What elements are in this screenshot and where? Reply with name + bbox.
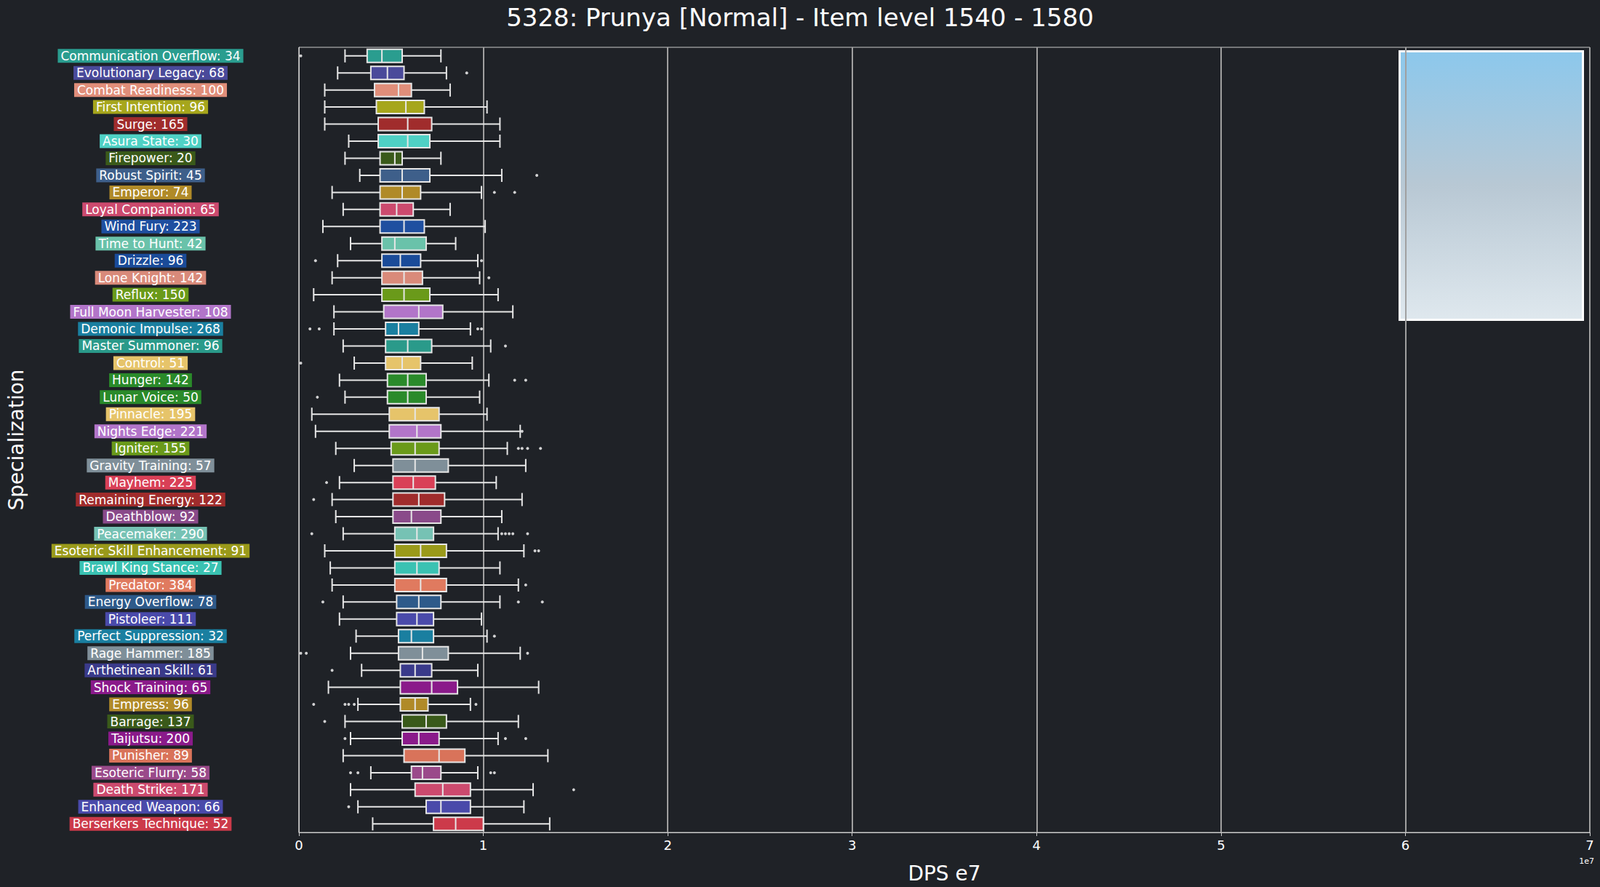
svg-text:Surge: 165: Surge: 165 (116, 117, 184, 132)
svg-text:5328: Prunya [Normal] - Item l: 5328: Prunya [Normal] - Item level 1540 … (506, 2, 1094, 32)
svg-text:Barrage: 137: Barrage: 137 (109, 714, 191, 729)
svg-text:Taijutsu: 200: Taijutsu: 200 (110, 730, 190, 746)
svg-text:Demonic Impulse: 268: Demonic Impulse: 268 (80, 321, 221, 336)
svg-text:Gravity Training: 57: Gravity Training: 57 (89, 458, 211, 473)
svg-text:Empress: 96: Empress: 96 (112, 696, 190, 712)
svg-text:4: 4 (1032, 837, 1041, 853)
svg-text:Enhanced Weapon: 66: Enhanced Weapon: 66 (81, 799, 221, 814)
svg-text:2: 2 (663, 837, 672, 853)
svg-text:Full Moon Harvester: 108: Full Moon Harvester: 108 (72, 304, 228, 320)
svg-text:Pistoleer: 111: Pistoleer: 111 (108, 611, 193, 627)
svg-text:Time to Hunt: 42: Time to Hunt: 42 (97, 236, 203, 251)
svg-text:Control: 51: Control: 51 (116, 355, 185, 371)
svg-text:3: 3 (848, 837, 856, 853)
svg-text:Arthetinean Skill: 61: Arthetinean Skill: 61 (87, 662, 214, 678)
svg-text:First Intention: 96: First Intention: 96 (96, 99, 206, 115)
svg-text:Pinnacle: 195: Pinnacle: 195 (109, 406, 193, 422)
svg-text:Evolutionary Legacy: 68: Evolutionary Legacy: 68 (76, 65, 225, 80)
svg-text:Peacemaker: 290: Peacemaker: 290 (96, 526, 204, 542)
svg-text:Firepower: 20: Firepower: 20 (108, 150, 192, 166)
svg-text:Predator: 384: Predator: 384 (108, 577, 193, 592)
svg-text:Lunar Voice: 50: Lunar Voice: 50 (102, 389, 199, 405)
svg-text:Remaining Energy: 122: Remaining Energy: 122 (78, 492, 223, 507)
svg-text:Rage Hammer: 185: Rage Hammer: 185 (90, 645, 211, 661)
svg-text:Asura State: 30: Asura State: 30 (102, 133, 199, 149)
svg-text:Loyal Companion: 65: Loyal Companion: 65 (85, 202, 216, 217)
svg-text:Punisher: 89: Punisher: 89 (112, 747, 190, 763)
svg-text:0: 0 (294, 837, 303, 853)
svg-text:6: 6 (1401, 837, 1410, 853)
svg-text:Nights Edge: 221: Nights Edge: 221 (97, 424, 204, 439)
svg-text:Robust Spirit: 45: Robust Spirit: 45 (98, 168, 202, 183)
svg-text:Wind Fury: 223: Wind Fury: 223 (104, 218, 197, 234)
svg-text:Perfect Suppression: 32: Perfect Suppression: 32 (77, 628, 224, 643)
svg-text:Berserkers Technique: 52: Berserkers Technique: 52 (72, 816, 230, 831)
svg-text:5: 5 (1216, 837, 1225, 853)
svg-text:Igniter: 155: Igniter: 155 (114, 440, 187, 456)
svg-text:Brawl King Stance: 27: Brawl King Stance: 27 (82, 560, 219, 575)
svg-text:Specialization: Specialization (4, 368, 29, 510)
svg-text:Reflux: 150: Reflux: 150 (115, 287, 187, 302)
svg-text:Esoteric Skill Enhancement: 91: Esoteric Skill Enhancement: 91 (54, 543, 247, 558)
svg-text:Communication Overflow: 34: Communication Overflow: 34 (60, 48, 240, 64)
svg-text:1e7: 1e7 (1578, 856, 1595, 866)
svg-text:1: 1 (479, 837, 488, 853)
svg-text:Emperor: 74: Emperor: 74 (112, 184, 189, 200)
svg-text:Energy Overflow: 78: Energy Overflow: 78 (88, 594, 214, 609)
svg-text:Esoteric Flurry: 58: Esoteric Flurry: 58 (94, 765, 207, 780)
svg-text:Combat Readiness: 100: Combat Readiness: 100 (77, 82, 224, 98)
svg-text:Shock Training: 65: Shock Training: 65 (93, 680, 208, 695)
svg-text:Drizzle: 96: Drizzle: 96 (117, 253, 184, 268)
svg-text:Mayhem: 225: Mayhem: 225 (108, 474, 194, 490)
svg-text:Deathblow: 92: Deathblow: 92 (105, 509, 195, 524)
svg-text:Death Strike: 171: Death Strike: 171 (96, 781, 205, 797)
svg-text:Master Summoner: 96: Master Summoner: 96 (81, 338, 219, 353)
svg-text:7: 7 (1585, 837, 1594, 853)
svg-text:Lone Knight: 142: Lone Knight: 142 (98, 270, 204, 286)
svg-text:Hunger: 142: Hunger: 142 (112, 372, 190, 387)
svg-text:DPS e7: DPS e7 (907, 861, 981, 886)
